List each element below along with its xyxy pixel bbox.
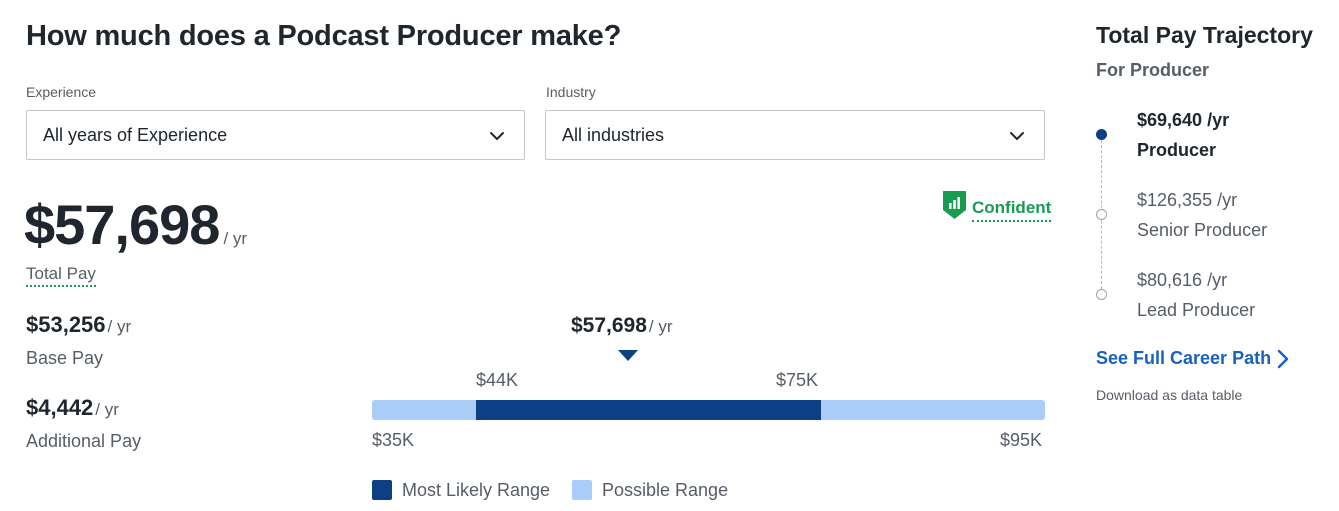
chevron-down-icon (1010, 132, 1024, 140)
download-data-table-link[interactable]: Download as data table (1096, 387, 1243, 403)
base-pay-amount: $53,256/ yr (26, 312, 131, 338)
total-pay-period: / yr (223, 229, 248, 248)
likely-range-legend: Most Likely Range (402, 480, 551, 500)
confidence-label: Confident (972, 198, 1052, 222)
industry-select[interactable]: All industries (545, 110, 1045, 160)
experience-label: Experience (26, 84, 97, 100)
trajectory-dot (1096, 209, 1107, 220)
trajectory-pay: $126,355 /yr (1137, 190, 1238, 210)
possible-range-swatch (572, 480, 592, 500)
base-pay-period: / yr (107, 317, 132, 336)
likely-range-bar (476, 400, 821, 420)
additional-pay-label: Additional Pay (26, 431, 142, 451)
total-pay-amount: $57,698/ yr (24, 192, 247, 257)
trajectory-role: Producer (1137, 140, 1217, 160)
see-full-career-path-link[interactable]: See Full Career Path (1096, 348, 1289, 369)
page-title: How much does a Podcast Producer make? (26, 20, 622, 52)
career-link-label: See Full Career Path (1096, 348, 1272, 368)
industry-label: Industry (546, 84, 596, 100)
additional-pay-amount: $4,442/ yr (26, 395, 119, 421)
chevron-down-icon (490, 132, 504, 140)
possible-high-label: $95K (1000, 430, 1043, 450)
likely-range-swatch (372, 480, 392, 500)
total-pay-label[interactable]: Total Pay (26, 264, 96, 287)
base-pay-value: $53,256 (26, 312, 106, 337)
trajectory-title: Total Pay Trajectory (1096, 22, 1313, 48)
industry-select-value: All industries (562, 124, 665, 145)
experience-select-value: All years of Experience (43, 124, 228, 145)
total-pay-value: $57,698 (24, 193, 220, 256)
confidence-shield-icon (943, 191, 966, 219)
experience-select[interactable]: All years of Experience (26, 110, 525, 160)
trajectory-dot (1096, 289, 1107, 300)
trajectory-role: Lead Producer (1137, 300, 1256, 320)
trajectory-pay: $80,616 /yr (1137, 270, 1228, 290)
possible-range-legend: Possible Range (602, 480, 729, 500)
possible-low-label: $35K (372, 430, 415, 450)
trajectory-subtitle: For Producer (1096, 60, 1210, 80)
chevron-right-icon (1277, 349, 1289, 368)
median-pay-value: $57,698 (571, 314, 647, 337)
median-pay-label: $57,698/ yr (571, 314, 673, 338)
likely-high-label: $75K (776, 370, 819, 390)
additional-pay-value: $4,442 (26, 395, 94, 420)
base-pay-label: Base Pay (26, 348, 104, 368)
trajectory-role: Senior Producer (1137, 220, 1268, 240)
additional-pay-period: / yr (95, 400, 119, 419)
trajectory-pay: $69,640 /yr (1137, 110, 1230, 130)
confidence-badge[interactable]: Confident (942, 190, 1052, 222)
likely-low-label: $44K (476, 370, 519, 390)
trajectory-dot-active (1096, 129, 1107, 140)
median-pay-period: / yr (648, 317, 673, 336)
median-marker-icon (618, 350, 638, 361)
